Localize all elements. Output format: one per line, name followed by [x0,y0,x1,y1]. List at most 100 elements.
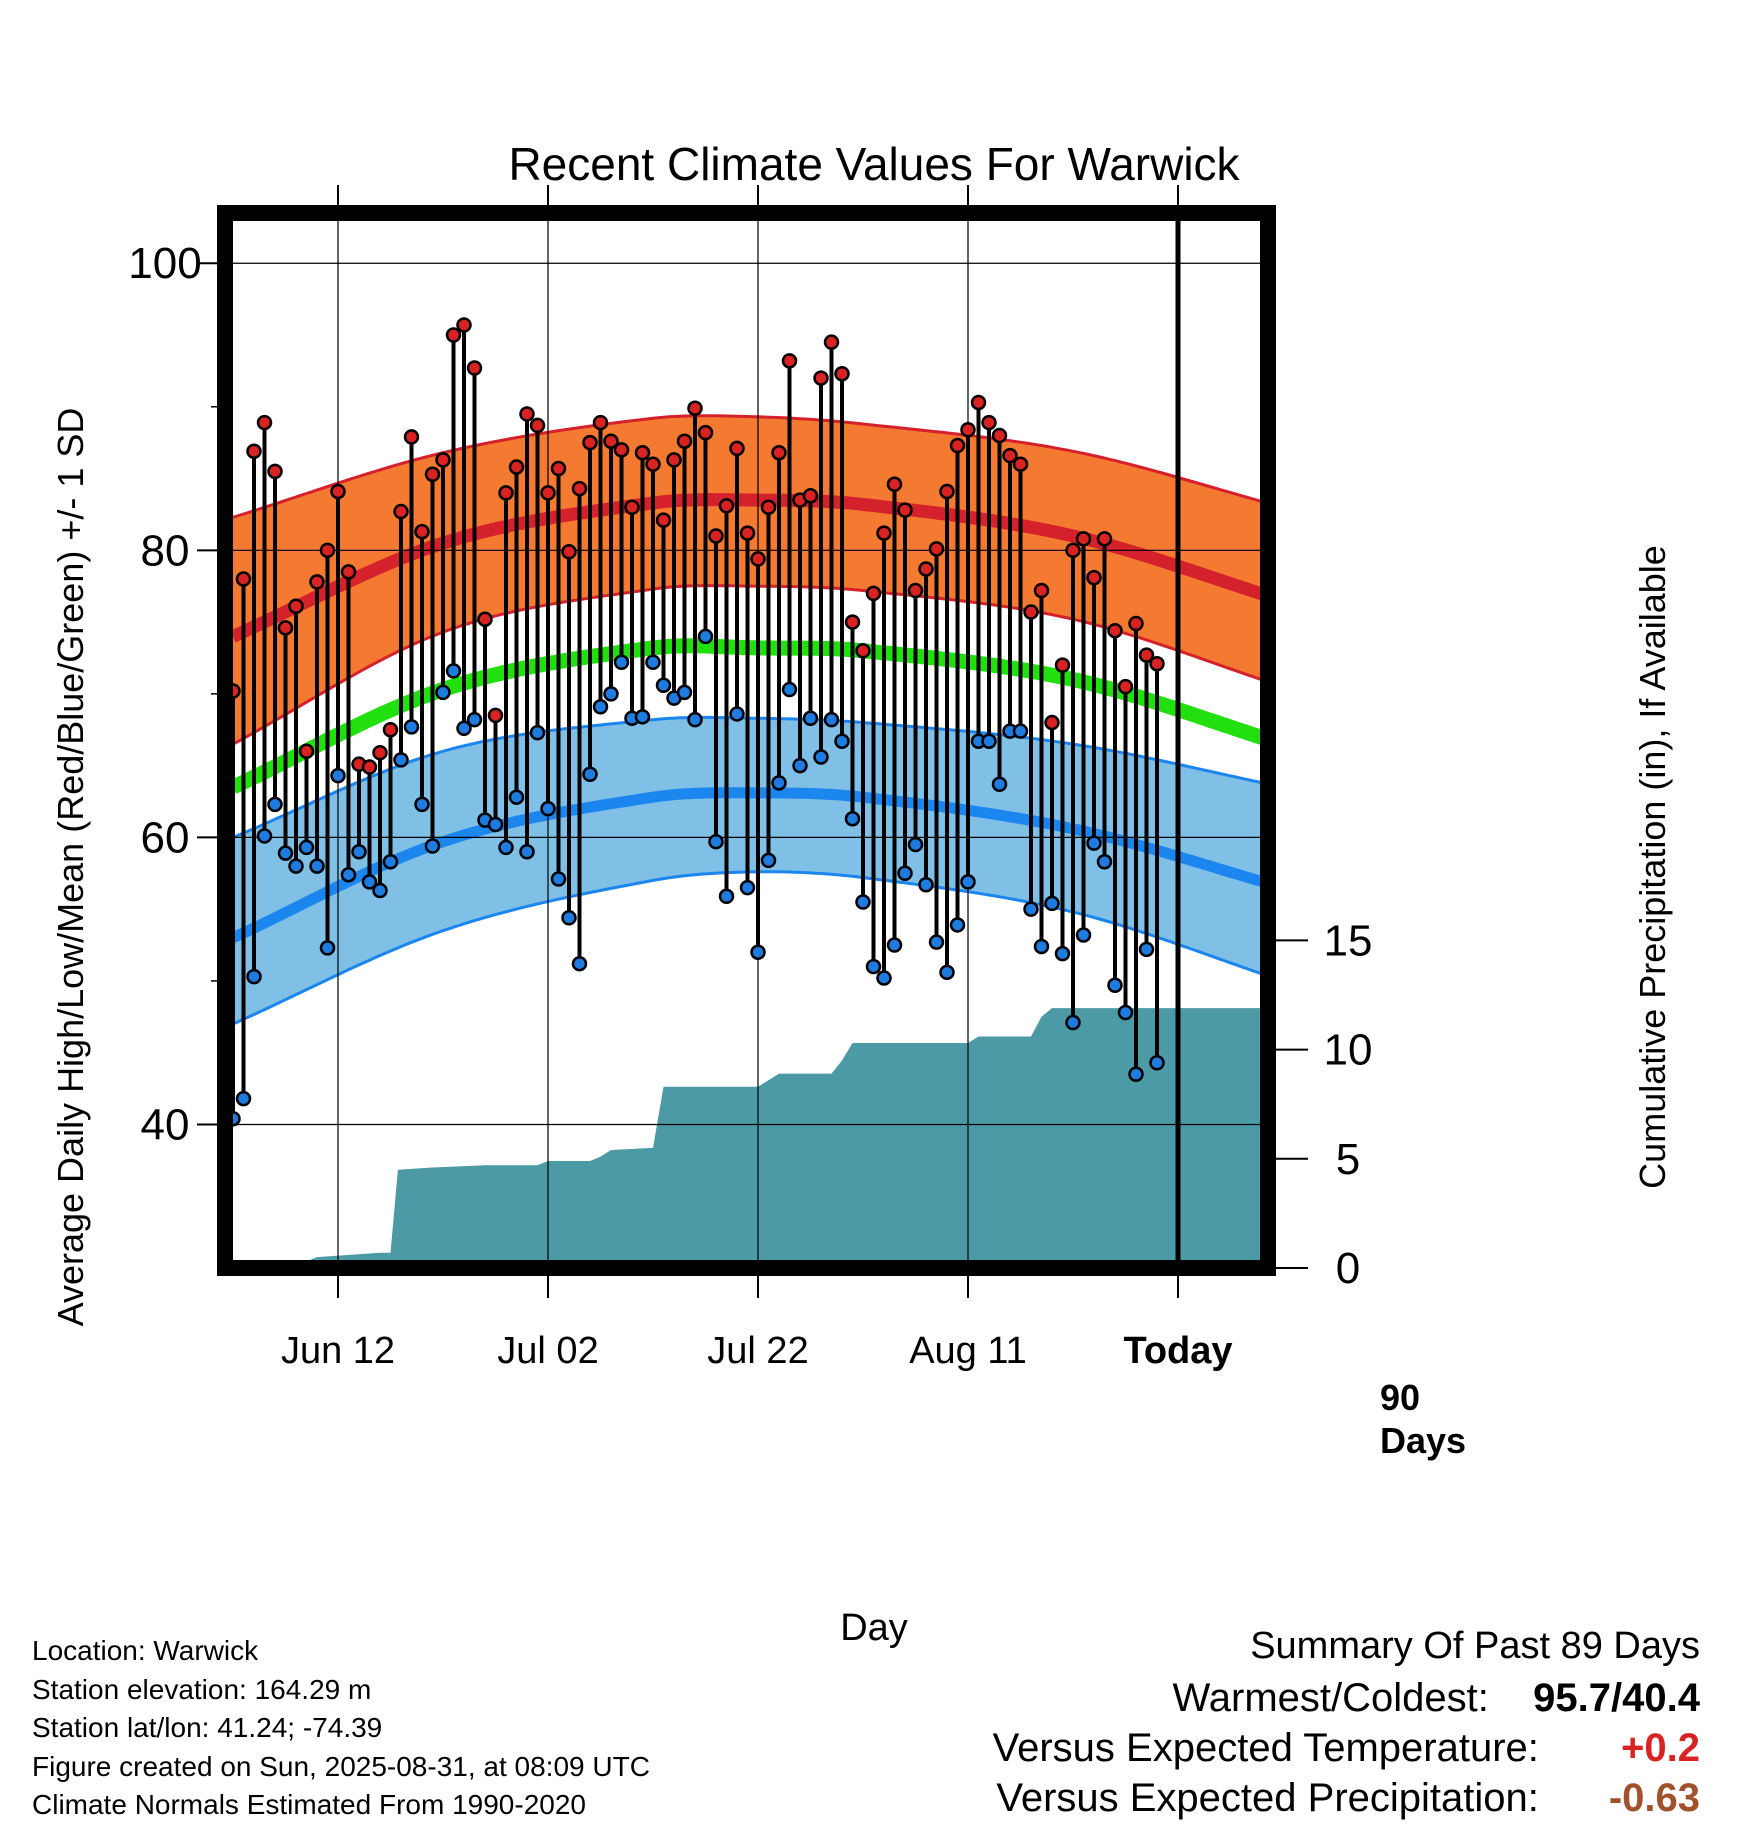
daily-high-point [813,370,829,386]
x-tick-label: Jun 12 [281,1330,395,1372]
daily-high-point [1149,655,1165,672]
daily-low-point [1012,723,1029,739]
daily-low-point [939,964,955,981]
daily-high-point [1086,569,1102,586]
daily-high-point [676,433,693,449]
x-axis-label: Day [840,1607,908,1649]
daily-low-point [844,810,861,827]
latlon-text: Station lat/lon: 41.24; -74.39 [32,1712,383,1743]
daily-high-point [550,460,567,477]
daily-high-point [802,488,819,504]
y-tick-label: 80 [141,526,190,575]
daily-low-point [508,789,525,805]
daily-low-point [1117,1004,1134,1021]
daily-low-point [1054,945,1071,962]
daily-low-point [298,839,315,856]
normals-text: Climate Normals Estimated From 1990-2020 [32,1789,586,1820]
daily-low-point [1096,854,1113,870]
daily-low-point [550,871,567,887]
daily-low-point [1075,927,1092,943]
plot-frame [217,205,1276,1276]
daily-high-point [361,759,378,775]
y2-tick-label: 10 [1324,1026,1373,1075]
daily-low-point [456,720,472,737]
daily-high-point [456,317,472,333]
daily-low-point [991,776,1008,793]
daily-high-point [708,528,724,544]
daily-low-point [697,628,714,645]
daily-high-point [687,400,703,416]
daily-low-point [687,711,703,728]
daily-low-point [529,724,546,741]
daily-low-point [351,843,367,860]
warmest-coldest-row: Warmest/Coldest: 95.7/40.4 [993,1673,1701,1723]
daily-low-point [235,1090,252,1107]
daily-high-point [1065,542,1081,559]
daily-high-point [634,444,651,461]
daily-low-point [918,877,934,893]
daily-high-point [277,620,294,636]
daily-low-point [361,874,378,890]
daily-high-point [844,614,861,630]
daily-high-point [1033,582,1050,599]
daily-high-point [256,414,273,431]
daily-low-point [340,866,357,883]
daily-high-point [939,483,955,500]
daily-low-point [823,711,840,728]
daily-high-point [645,456,661,472]
created-text: Figure created on Sun, 2025-08-31, at 08… [32,1750,650,1782]
daily-high-point [267,463,283,480]
daily-high-point [1054,657,1071,673]
daily-low-point [1044,895,1060,912]
precip-departure-row: Versus Expected Precipitation: -0.63 [993,1773,1700,1823]
daily-low-point [834,733,850,749]
daily-low-point [634,709,651,725]
daily-low-point [708,833,724,850]
daily-high-point [393,503,409,520]
y2-tick-label: 0 [1336,1244,1360,1293]
elevation-text: Station elevation: 164.29 m [32,1673,372,1705]
temp-departure-label: Versus Expected Temperature: [992,1726,1539,1770]
daily-high-point [949,437,966,454]
daily-low-point [435,684,451,701]
daily-high-point [991,427,1008,444]
daily-high-point [865,585,882,602]
daily-high-point [739,525,756,541]
daily-low-point [876,970,892,986]
daily-low-point [592,699,609,715]
daily-high-point [760,499,777,516]
daily-high-point [466,360,483,376]
daily-high-point [1012,456,1029,472]
daily-high-point [960,421,976,438]
daily-low-point [246,968,262,985]
daily-low-point [393,752,409,768]
daily-high-point [771,444,787,461]
marker-label-line1: 90 [1380,1377,1420,1418]
daily-low-point [1065,1014,1081,1031]
daily-low-point [382,854,399,870]
daily-low-point [540,800,556,817]
summary-heading: Summary Of Past 89 Days [1250,1625,1700,1667]
daily-low-point [760,852,777,869]
daily-low-point [981,733,997,749]
daily-high-point [288,598,304,615]
x-tick-label: Jul 02 [497,1330,598,1372]
daily-high-point [897,502,913,518]
daily-high-point [907,582,924,599]
daily-high-point [1138,647,1155,663]
daily-high-point [592,414,609,431]
daily-high-point [1044,714,1060,731]
daily-low-point [1107,977,1123,993]
daily-high-point [445,327,462,343]
marker-label-line2: Days [1380,1420,1466,1461]
y2-tick-label: 5 [1336,1135,1360,1184]
x-tick-label: Jul 22 [707,1330,808,1372]
daily-high-point [235,571,252,587]
precip-departure-value: -0.63 [1608,1776,1700,1820]
daily-high-point [508,459,525,475]
daily-high-point [1023,604,1039,620]
daily-low-point [613,654,630,671]
daily-low-point [750,944,766,960]
station-info: Location: Warwick Station elevation: 164… [32,1632,650,1825]
